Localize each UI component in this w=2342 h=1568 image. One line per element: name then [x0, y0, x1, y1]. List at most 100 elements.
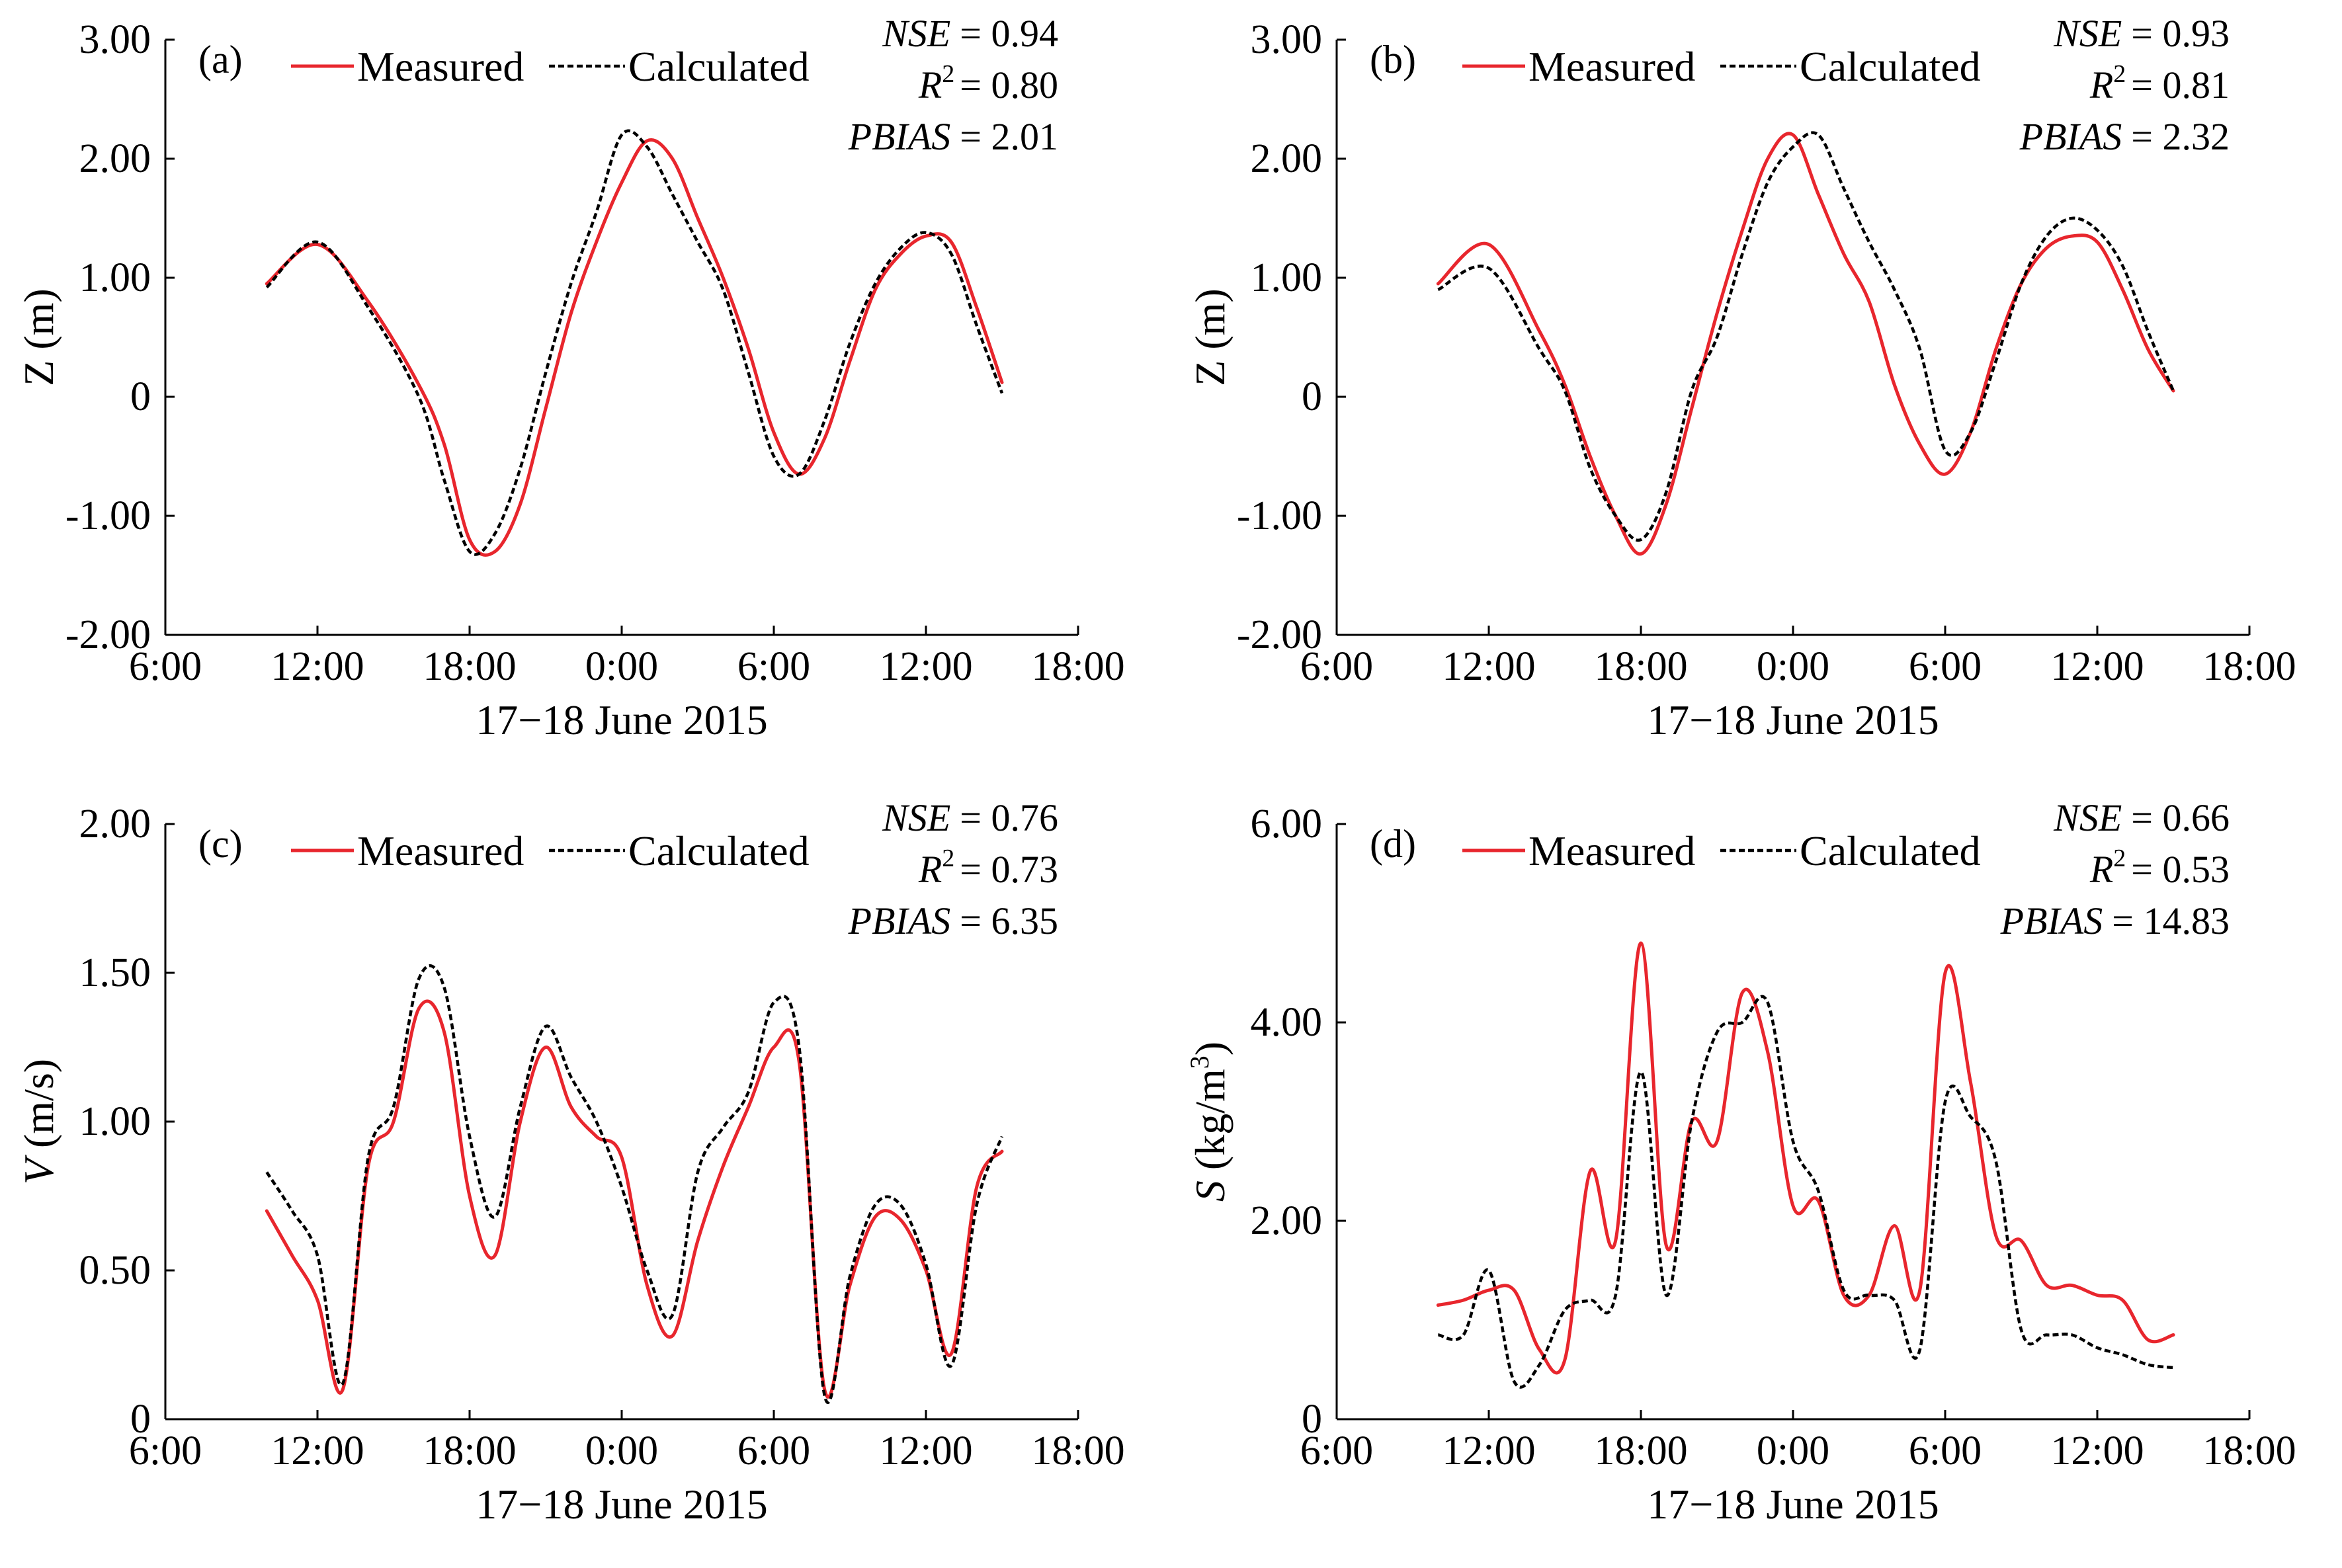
stat-r2-value: = 0.80 [960, 63, 1058, 106]
stat-nse: NSE = 0.66 [2053, 796, 2230, 839]
x-tick-label: 0:00 [1757, 1428, 1829, 1473]
stat-r2-superscript: 2 [942, 845, 954, 872]
panel-label: (b) [1370, 38, 1416, 81]
legend-measured-label: Measured [357, 43, 524, 90]
panel-label: (a) [198, 38, 243, 81]
y-axis-unit: (m/s) [15, 1059, 62, 1159]
stat-pbias-label: PBIAS [2000, 899, 2103, 942]
y-axis-unit: (m) [15, 288, 62, 360]
stat-pbias: PBIAS = 2.32 [2019, 115, 2230, 158]
stat-nse: NSE = 0.76 [882, 796, 1058, 839]
chart-panel-c: 0 0.50 1.00 1.50 2.00 6:00 12:00 18:00 0:00 6:00 1… [0, 784, 1171, 1568]
chart-svg: -2.00 -1.00 0 1.00 2.00 3.00 6:00 12:00 18:00 0:0… [1187, 12, 2296, 743]
stat-r2-label: R [918, 848, 942, 891]
x-tick-label: 6:00 [1300, 1428, 1373, 1473]
y-axis-title: V (m/s) [15, 1059, 62, 1184]
panel-label: (d) [1370, 822, 1416, 866]
legend-measured-label: Measured [1528, 827, 1695, 874]
y-tick-label: 0 [1302, 1397, 1322, 1442]
stat-r2: R2 = 0.80 [918, 60, 1058, 106]
legend-calculated-label: Calculated [628, 43, 810, 90]
x-tick-label: 12:00 [1442, 1428, 1535, 1473]
stat-nse: NSE = 0.94 [882, 12, 1058, 55]
y-axis-variable: Z [1187, 360, 1234, 386]
series-line-measured [265, 999, 1004, 1399]
stat-r2-label: R [2089, 63, 2113, 106]
panel-label: (c) [198, 822, 243, 866]
x-tick-label: 12:00 [2050, 1428, 2144, 1473]
y-axis-variable: S [1187, 1180, 1234, 1202]
stat-r2: R2 = 0.81 [2089, 60, 2230, 106]
series-line-calculated [265, 964, 1004, 1404]
stat-r2-superscript: 2 [2113, 845, 2126, 872]
stat-r2: R2 = 0.53 [2089, 845, 2230, 891]
stat-nse-label: NSE [882, 796, 950, 839]
chart-panel-a: -2.00 -1.00 0 1.00 2.00 3.00 6:00 12:00 18:00 0:0… [0, 0, 1171, 784]
y-tick-label: 1.00 [1251, 255, 1323, 300]
chart-panel-d: 0 2.00 4.00 6.00 6:00 12:00 18:00 0:00 6:00 12:00… [1171, 784, 2342, 1568]
x-tick-label: 18:00 [1031, 644, 1124, 689]
stat-nse-value: = 0.66 [2131, 796, 2230, 839]
stat-nse-label: NSE [2053, 796, 2122, 839]
x-tick-label: 6:00 [129, 1428, 202, 1473]
x-tick-label: 6:00 [1909, 644, 1982, 689]
x-axis-title: 17−18 June 2015 [476, 1481, 767, 1528]
stat-r2-label: R [2089, 848, 2113, 891]
stat-nse-value: = 0.76 [960, 796, 1058, 839]
y-tick-label: 0 [1302, 374, 1322, 419]
y-tick-label: 4.00 [1251, 1000, 1323, 1045]
series-line-calculated [265, 129, 1004, 556]
series-line-measured [265, 138, 1004, 557]
y-tick-label: -1.00 [65, 493, 151, 538]
x-axis-title: 17−18 June 2015 [476, 696, 767, 743]
y-axis-unit-superscript: 3 [1185, 1055, 1214, 1069]
y-axis-variable: Z [15, 360, 62, 386]
stat-pbias-value: = 6.35 [960, 899, 1058, 942]
chart-svg: -2.00 -1.00 0 1.00 2.00 3.00 6:00 12:00 18:00 0:0… [15, 12, 1125, 743]
y-tick-label: -1.00 [1237, 493, 1322, 538]
chart-svg: 0 0.50 1.00 1.50 2.00 6:00 12:00 18:00 0:00 6:00 1… [15, 796, 1125, 1528]
x-tick-label: 12:00 [271, 644, 364, 689]
x-tick-label: 18:00 [1031, 1428, 1124, 1473]
stat-pbias-value: = 14.83 [2112, 899, 2230, 942]
y-tick-label: 0 [130, 1397, 151, 1442]
y-axis-unit-close: ) [1187, 1042, 1234, 1055]
x-tick-label: 0:00 [585, 1428, 658, 1473]
y-axis-unit: (kg/m [1187, 1069, 1234, 1180]
x-tick-label: 12:00 [1442, 644, 1535, 689]
stat-r2: R2 = 0.73 [918, 845, 1058, 891]
stat-r2-superscript: 2 [2113, 60, 2126, 88]
y-axis-title: Z (m) [1187, 288, 1234, 386]
x-tick-label: 12:00 [271, 1428, 364, 1473]
series-line-measured [1436, 941, 2175, 1375]
x-tick-label: 12:00 [2050, 644, 2144, 689]
stat-pbias: PBIAS = 2.01 [848, 115, 1058, 158]
stat-pbias-label: PBIAS [848, 115, 951, 158]
x-tick-label: 0:00 [585, 644, 658, 689]
x-tick-label: 6:00 [737, 1428, 810, 1473]
y-tick-label: 3.00 [79, 17, 151, 62]
legend-calculated-label: Calculated [1800, 43, 1981, 90]
stat-nse-label: NSE [882, 12, 950, 55]
y-tick-label: 2.00 [79, 136, 151, 181]
stat-pbias-label: PBIAS [2019, 115, 2122, 158]
stat-pbias: PBIAS = 14.83 [2000, 899, 2230, 942]
y-axis-title: S (kg/m3) [1185, 1042, 1234, 1202]
x-tick-label: 18:00 [1594, 1428, 1687, 1473]
legend-calculated-label: Calculated [1800, 827, 1981, 874]
x-tick-label: 12:00 [879, 1428, 972, 1473]
stat-nse: NSE = 0.93 [2053, 12, 2230, 55]
stat-r2-value: = 0.53 [2131, 848, 2230, 891]
y-tick-label: 1.00 [79, 255, 151, 300]
stat-r2-value: = 0.81 [2131, 63, 2230, 106]
stat-nse-value: = 0.94 [960, 12, 1058, 55]
y-axis-variable: V [15, 1154, 62, 1184]
legend-calculated-label: Calculated [628, 827, 810, 874]
stat-r2-value: = 0.73 [960, 848, 1058, 891]
y-tick-label: -2.00 [1237, 612, 1322, 657]
y-tick-label: 0 [130, 374, 151, 419]
x-axis-title: 17−18 June 2015 [1647, 696, 1939, 743]
y-axis-unit: (m) [1187, 288, 1234, 360]
series-line-calculated [1437, 995, 2174, 1389]
